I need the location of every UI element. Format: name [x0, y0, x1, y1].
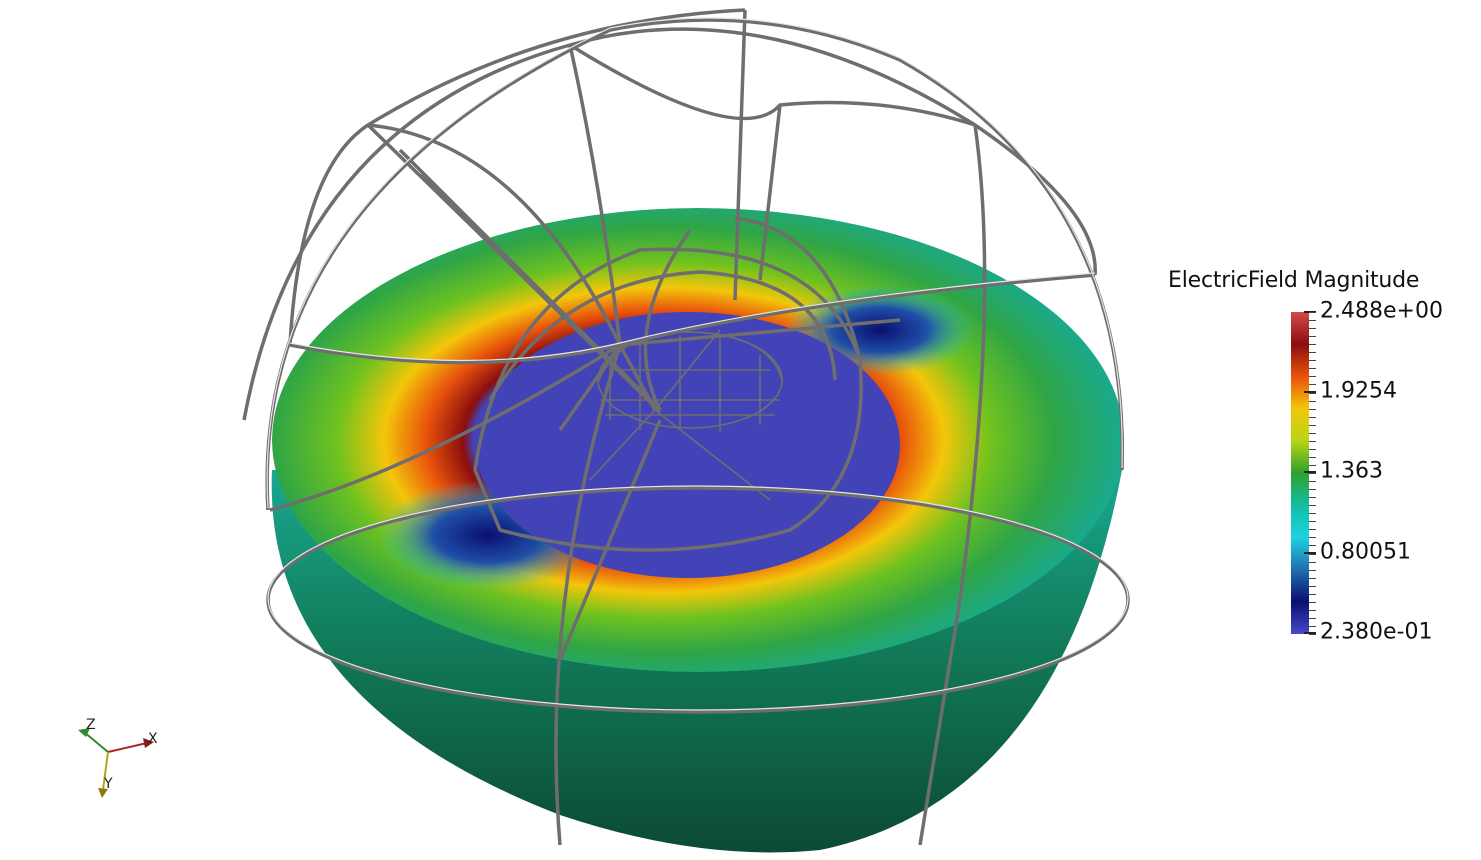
scalar-bar-minor-tick: [1309, 376, 1316, 378]
scalar-bar-minor-tick: [1309, 320, 1316, 322]
scalar-bar-minor-tick: [1309, 456, 1316, 458]
z-axis-cone: [78, 728, 90, 737]
scalar-bar-minor-tick: [1309, 521, 1316, 523]
scalar-bar-label: 1.9254: [1320, 378, 1397, 404]
scalar-bar-title: ElectricField Magnitude: [1168, 268, 1420, 293]
scalar-bar-minor-tick: [1309, 344, 1316, 346]
scalar-bar-minor-tick: [1309, 585, 1316, 587]
inner-wire-cluster: [589, 329, 783, 501]
scalar-bar-label-max: 2.488e+00: [1320, 298, 1443, 324]
wire-highlight: [266, 17, 1129, 711]
scalar-bar-minor-tick: [1309, 634, 1316, 635]
axis-label-x: X: [148, 731, 158, 747]
axis-label-y: Y: [104, 776, 113, 792]
scalar-bar-minor-tick: [1309, 609, 1316, 611]
scalar-bar-minor-tick: [1309, 352, 1316, 354]
scalar-bar-tick: [1304, 552, 1316, 554]
scalar-bar-minor-tick: [1309, 368, 1316, 370]
scalar-bar-minor-tick: [1309, 561, 1316, 563]
x-axis-line: [107, 742, 148, 753]
y-axis-cone: [98, 788, 108, 798]
scalar-bar-minor-tick: [1309, 416, 1316, 418]
inner-conductor-disc: [476, 312, 900, 578]
scalar-bar-tick: [1304, 471, 1316, 473]
wireframe-mesh: [242, 8, 1130, 846]
orientation-axes-triad: [78, 728, 154, 798]
scalar-bar-tick: [1304, 391, 1316, 393]
scalar-bar-minor-tick: [1309, 464, 1316, 466]
scalar-bar-minor-tick: [1309, 448, 1316, 450]
scalar-bar-minor-tick: [1309, 408, 1316, 410]
scalar-bar-minor-tick: [1309, 336, 1316, 338]
y-axis-line: [102, 751, 109, 791]
scalar-bar-minor-tick: [1309, 440, 1316, 442]
scalar-bar-minor-tick: [1309, 529, 1316, 531]
scalar-bar-minor-tick: [1309, 537, 1316, 539]
scalar-bar-minor-tick: [1309, 553, 1316, 555]
scalar-bar-minor-tick: [1309, 625, 1316, 627]
scalar-bar-minor-tick: [1309, 601, 1316, 603]
scalar-bar-minor-tick: [1309, 617, 1316, 619]
scalar-bar-minor-tick: [1309, 569, 1316, 571]
scalar-bar-minor-tick: [1309, 577, 1316, 579]
scalar-bar-minor-tick: [1309, 328, 1316, 330]
scalar-bar-minor-tick: [1309, 489, 1316, 491]
scalar-bar-minor-tick: [1309, 505, 1316, 507]
scalar-bar-minor-tick: [1309, 400, 1316, 402]
scalar-bar-minor-tick: [1309, 392, 1316, 394]
scalar-bar-minor-tick: [1309, 593, 1316, 595]
scalar-bar-minor-tick: [1309, 481, 1316, 483]
scalar-bar-label-min: 2.380e-01: [1320, 619, 1433, 645]
scalar-bar-minor-tick: [1309, 360, 1316, 362]
scalar-bar-minor-tick: [1309, 312, 1316, 313]
scalar-bar-minor-tick: [1309, 513, 1316, 515]
scalar-bar-minor-tick: [1309, 424, 1316, 426]
axis-label-z: Z: [86, 717, 96, 733]
x-axis-cone: [143, 738, 154, 748]
scalar-bar-minor-tick: [1309, 473, 1316, 474]
scalar-bar-tick: [1304, 632, 1316, 634]
scalar-bar-label: 1.363: [1320, 458, 1383, 484]
scalar-bar-minor-tick: [1309, 432, 1316, 434]
scalar-bar-gradient[interactable]: [1291, 312, 1309, 634]
scalar-bar-minor-tick: [1309, 545, 1316, 547]
scalar-bar-label: 0.80051: [1320, 539, 1411, 565]
scalar-bar-minor-tick: [1309, 497, 1316, 499]
z-axis-line: [83, 731, 109, 753]
scalar-bar-minor-tick: [1309, 384, 1316, 386]
